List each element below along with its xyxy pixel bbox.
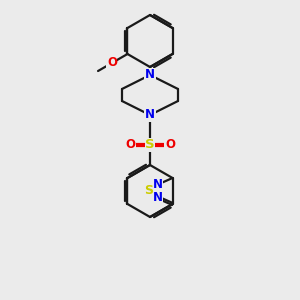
Text: S: S xyxy=(145,139,155,152)
Text: N: N xyxy=(145,68,155,82)
Text: N: N xyxy=(153,191,163,204)
Text: O: O xyxy=(165,139,175,152)
Text: O: O xyxy=(125,139,135,152)
Text: N: N xyxy=(145,109,155,122)
Text: S: S xyxy=(145,184,154,197)
Text: O: O xyxy=(107,56,117,70)
Text: N: N xyxy=(153,178,163,191)
